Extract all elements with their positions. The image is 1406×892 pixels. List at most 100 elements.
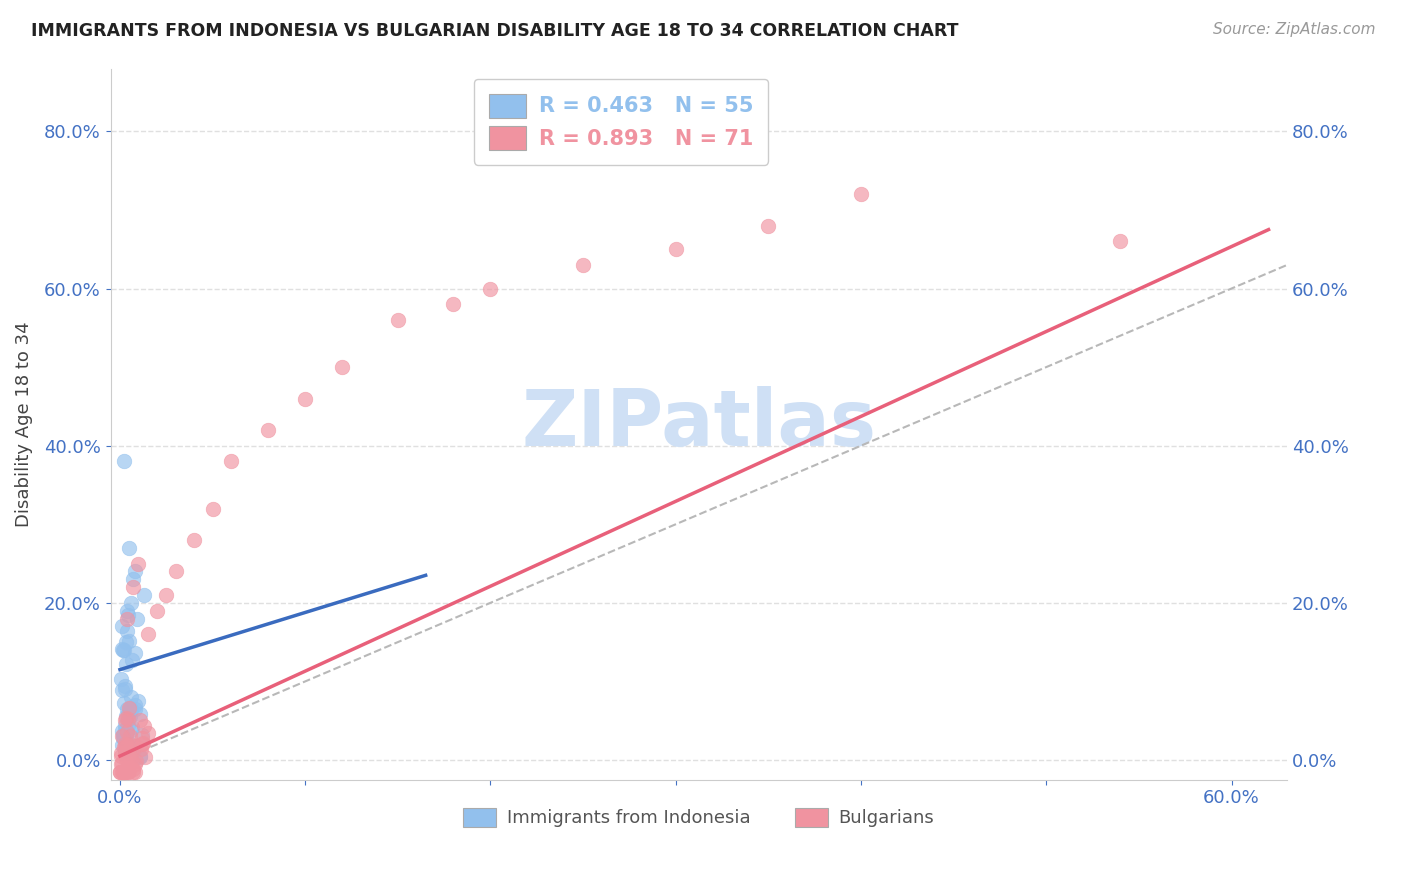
- Point: [110, 756, 132, 770]
- Point: [111, 729, 134, 743]
- Point: [117, 745, 139, 759]
- Point: [120, 690, 142, 704]
- Point: [114, 682, 136, 697]
- Point: [115, 740, 138, 755]
- Point: [121, 720, 143, 734]
- Point: [122, 580, 145, 594]
- Text: ZIPatlas: ZIPatlas: [522, 386, 876, 462]
- Point: [120, 723, 142, 737]
- Point: [114, 723, 136, 737]
- Point: [387, 313, 409, 327]
- Point: [117, 718, 139, 732]
- Point: [114, 764, 136, 779]
- Point: [115, 711, 138, 725]
- Point: [108, 764, 131, 779]
- Point: [115, 724, 138, 739]
- Point: [146, 604, 169, 618]
- Point: [118, 541, 141, 555]
- Point: [114, 713, 136, 727]
- Point: [118, 633, 141, 648]
- Point: [121, 764, 143, 779]
- Point: [122, 762, 145, 776]
- Point: [114, 657, 136, 672]
- Point: [114, 743, 136, 757]
- Point: [118, 747, 141, 762]
- Point: [117, 764, 139, 779]
- Point: [120, 729, 142, 743]
- Point: [136, 627, 159, 641]
- Point: [117, 708, 139, 723]
- Point: [120, 738, 142, 752]
- Point: [111, 764, 134, 779]
- Point: [117, 624, 139, 638]
- Point: [131, 738, 153, 752]
- Point: [665, 242, 688, 256]
- Point: [132, 736, 155, 750]
- Point: [121, 755, 143, 769]
- Point: [117, 750, 139, 764]
- Point: [112, 454, 135, 468]
- Point: [115, 746, 138, 760]
- Point: [118, 708, 141, 723]
- Point: [165, 565, 187, 579]
- Point: [294, 392, 316, 406]
- Point: [114, 635, 136, 649]
- Point: [111, 641, 134, 656]
- Point: [117, 607, 139, 622]
- Point: [111, 619, 134, 633]
- Point: [124, 698, 146, 712]
- Y-axis label: Disability Age 18 to 34: Disability Age 18 to 34: [15, 321, 32, 527]
- Point: [129, 707, 152, 722]
- Point: [115, 763, 138, 777]
- Point: [115, 728, 138, 742]
- Point: [117, 736, 139, 750]
- Point: [110, 748, 132, 763]
- Point: [129, 748, 152, 763]
- Point: [136, 726, 159, 740]
- Point: [120, 751, 142, 765]
- Legend: Immigrants from Indonesia, Bulgarians: Immigrants from Indonesia, Bulgarians: [456, 801, 942, 835]
- Point: [114, 679, 136, 693]
- Point: [131, 731, 153, 746]
- Point: [114, 709, 136, 723]
- Point: [124, 565, 146, 579]
- Text: IMMIGRANTS FROM INDONESIA VS BULGARIAN DISABILITY AGE 18 TO 34 CORRELATION CHART: IMMIGRANTS FROM INDONESIA VS BULGARIAN D…: [31, 22, 959, 40]
- Point: [849, 187, 872, 202]
- Point: [111, 728, 134, 742]
- Point: [112, 642, 135, 657]
- Point: [132, 588, 155, 602]
- Point: [111, 682, 134, 697]
- Point: [115, 737, 138, 751]
- Point: [124, 739, 146, 753]
- Text: Source: ZipAtlas.com: Source: ZipAtlas.com: [1212, 22, 1375, 37]
- Point: [117, 712, 139, 726]
- Point: [111, 723, 134, 738]
- Point: [183, 533, 205, 547]
- Point: [1109, 235, 1132, 249]
- Point: [110, 746, 132, 760]
- Point: [124, 754, 146, 768]
- Point: [117, 764, 139, 779]
- Point: [120, 701, 142, 715]
- Point: [115, 724, 138, 739]
- Point: [112, 764, 135, 779]
- Point: [112, 727, 135, 741]
- Point: [572, 258, 595, 272]
- Point: [330, 360, 353, 375]
- Point: [121, 702, 143, 716]
- Point: [112, 731, 135, 746]
- Point: [131, 728, 153, 742]
- Point: [114, 718, 136, 732]
- Point: [115, 744, 138, 758]
- Point: [127, 694, 149, 708]
- Point: [112, 731, 135, 745]
- Point: [118, 700, 141, 714]
- Point: [219, 454, 242, 468]
- Point: [114, 738, 136, 752]
- Point: [121, 652, 143, 666]
- Point: [124, 646, 146, 660]
- Point: [110, 757, 132, 772]
- Point: [201, 501, 224, 516]
- Point: [124, 757, 146, 772]
- Point: [129, 714, 152, 728]
